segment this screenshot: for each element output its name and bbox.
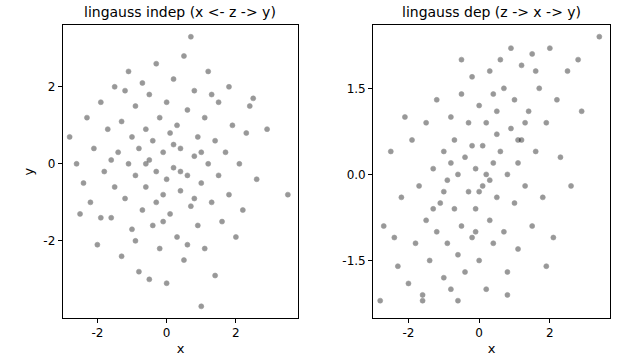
svg-text:-2: -2 bbox=[43, 234, 55, 248]
svg-text:lingauss indep (x <- z -> y): lingauss indep (x <- z -> y) bbox=[84, 4, 276, 20]
svg-text:x: x bbox=[488, 341, 496, 356]
svg-text:y: y bbox=[21, 167, 36, 175]
svg-text:1.5: 1.5 bbox=[347, 82, 366, 96]
svg-text:0: 0 bbox=[163, 326, 171, 340]
svg-text:0.0: 0.0 bbox=[347, 168, 366, 182]
svg-text:2: 2 bbox=[546, 326, 554, 340]
svg-text:2: 2 bbox=[48, 80, 56, 94]
svg-text:-2: -2 bbox=[402, 326, 414, 340]
svg-text:-1.5: -1.5 bbox=[342, 254, 365, 268]
svg-text:x: x bbox=[177, 341, 185, 356]
svg-text:0: 0 bbox=[475, 326, 483, 340]
svg-text:2: 2 bbox=[232, 326, 240, 340]
svg-text:0: 0 bbox=[48, 157, 56, 171]
svg-text:lingauss dep (z -> x -> y): lingauss dep (z -> x -> y) bbox=[402, 4, 581, 20]
svg-text:-2: -2 bbox=[91, 326, 103, 340]
